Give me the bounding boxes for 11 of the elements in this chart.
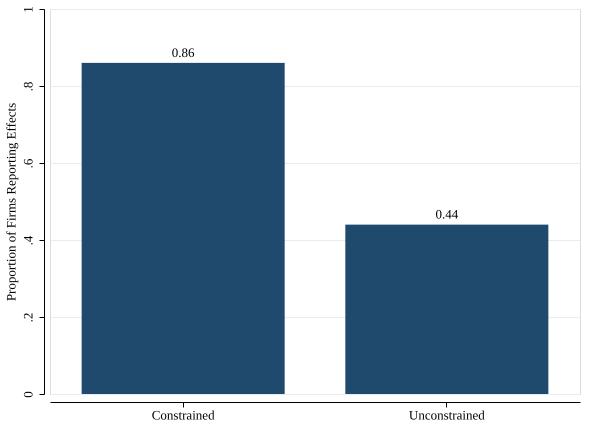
y-tick-label: .2 (20, 312, 36, 322)
x-tick-label: Constrained (152, 408, 216, 422)
y-tick-label: .8 (20, 82, 36, 92)
data-label: 0.86 (172, 44, 196, 60)
y-tick-label: .6 (20, 158, 36, 168)
y-tick-label: 1 (20, 6, 36, 13)
y-axis-title: Proportion of Firms Reporting Effects (4, 102, 18, 302)
x-tick-label: Unconstrained (408, 408, 486, 422)
data-label: 0.44 (435, 206, 459, 222)
y-tick-label: 0 (20, 391, 36, 398)
y-tick-label: .4 (20, 235, 36, 246)
